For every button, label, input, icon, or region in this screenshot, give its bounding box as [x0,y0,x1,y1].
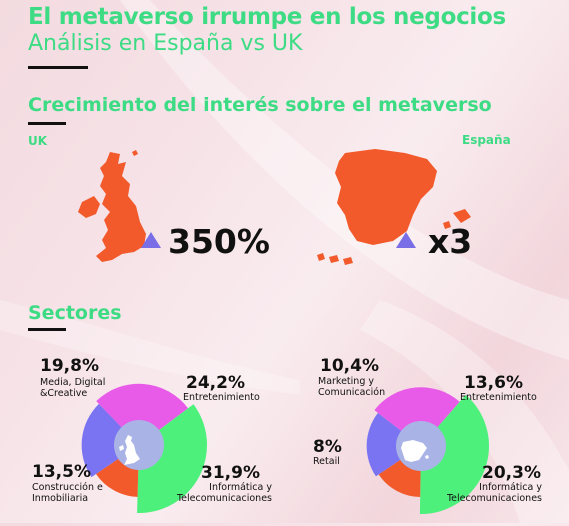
uk-pct-1: 24,2% [186,373,245,393]
uk-growth-arrow-icon [141,232,161,248]
spain-label: España [462,133,511,147]
uk-growth-value: 350% [168,222,270,261]
es-label-3: Retail [313,456,340,467]
es-pct-1: 13,6% [464,373,523,393]
es-pct-0: 10,4% [320,356,379,376]
sectors-underline [28,328,66,331]
es-pct-2: 20,3% [482,463,541,483]
es-pct-3: 8% [313,437,342,457]
uk-label-2: Informática y Telecomunicaciones [176,482,272,504]
es-label-0: Marketing y Comunicación [318,376,386,398]
title-underline [28,66,88,69]
es-donut-segment-3 [378,459,421,498]
uk-pct-0: 19,8% [40,356,99,376]
uk-donut-segment-1 [96,383,189,431]
es-donut-segment-0 [366,412,402,477]
uk-mini-map-icon [119,435,140,465]
uk-pct-2: 31,9% [201,463,260,483]
es-label-2: Informática y Telecomunicaciones [446,482,542,504]
spain-map-icon [317,149,471,265]
sectors-heading: Sectores [28,302,122,324]
uk-donut-segment-2 [137,404,207,513]
uk-label-3: Construcción e Inmobiliaria [32,482,103,504]
growth-heading: Crecimiento del interés sobre el metaver… [28,94,492,116]
uk-donut-segment-0 [81,403,123,478]
uk-map-icon [78,150,146,262]
uk-pct-3: 13,5% [32,462,91,482]
spain-mini-map-icon [401,440,429,462]
spain-growth-value: x3 [428,222,473,261]
page-subtitle: Análisis en España vs UK [28,31,303,56]
uk-label-0: Media, Digital &Creative [40,377,106,399]
uk-label: UK [28,134,48,148]
es-label-1: Entretenimiento [460,392,537,403]
spain-growth-arrow-icon [396,232,416,248]
es-donut-segment-2 [419,394,489,514]
growth-underline [28,122,66,125]
page-title: El metaverso irrumpe en los negocios [28,4,506,30]
es-donut-segment-1 [374,387,460,432]
uk-label-1: Entretenimiento [183,392,260,403]
uk-donut-segment-3 [96,458,139,497]
